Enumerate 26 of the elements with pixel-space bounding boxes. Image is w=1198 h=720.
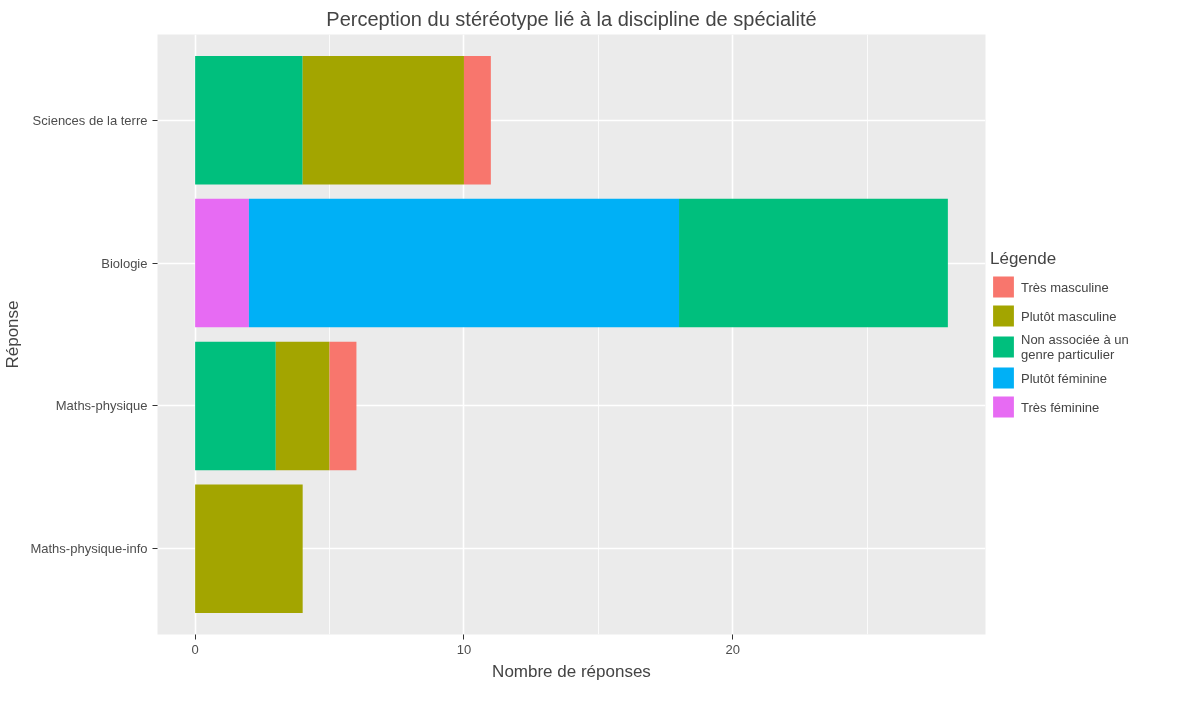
x-axis-title: Nombre de réponses bbox=[492, 661, 651, 681]
bar bbox=[329, 341, 357, 471]
legend-label: Non associée à un genre particulier bbox=[1021, 331, 1129, 362]
bar bbox=[679, 198, 948, 328]
y-axis-title: Réponse bbox=[3, 300, 23, 369]
bar bbox=[195, 484, 303, 614]
y-tick-label: Sciences de la terre bbox=[32, 112, 148, 128]
bar bbox=[275, 341, 330, 471]
legend-label: Plutôt masculine bbox=[1021, 308, 1117, 323]
x-tick-label: 0 bbox=[191, 641, 199, 657]
bar bbox=[195, 55, 303, 185]
y-tick-label: Maths-physique bbox=[55, 398, 148, 414]
bar bbox=[463, 55, 491, 185]
legend-label: Plutôt féminine bbox=[1021, 370, 1107, 385]
y-tick-label: Biologie bbox=[101, 255, 148, 271]
legend-title: Légende bbox=[990, 248, 1058, 269]
legend-label: Très masculine bbox=[1021, 279, 1109, 294]
bar bbox=[302, 55, 464, 185]
legend-label: Très féminine bbox=[1021, 399, 1100, 414]
x-tick-label: 20 bbox=[725, 641, 741, 657]
y-tick-label: Maths-physique-info bbox=[30, 541, 148, 557]
bar bbox=[195, 341, 276, 471]
bar bbox=[195, 198, 249, 328]
bar bbox=[248, 198, 680, 328]
chart-title: Perception du stéréotype lié à la discipline de spécialité bbox=[326, 7, 817, 30]
x-tick-label: 10 bbox=[456, 641, 472, 657]
